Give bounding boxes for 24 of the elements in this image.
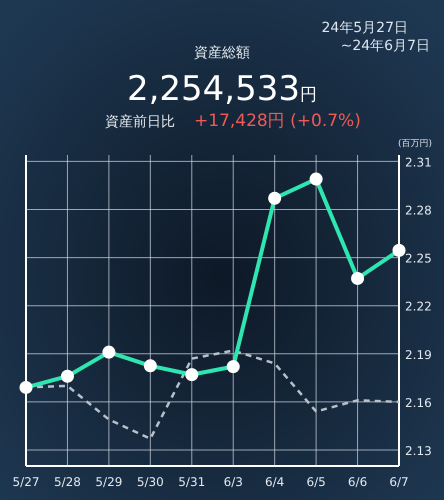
text: +17,428円 (+0.7%) — [194, 111, 361, 131]
x-tick-label: 6/7 — [389, 475, 409, 489]
x-tick-label: 5/30 — [136, 475, 164, 489]
text: 資産前日比 — [105, 114, 175, 130]
text: ~24年6月7日 — [340, 38, 430, 54]
y-tick-label: 2.13 — [405, 444, 432, 458]
x-tick-label: 5/27 — [12, 475, 40, 489]
y-tick-label: 2.16 — [405, 396, 432, 410]
y-tick-label: 2.31 — [405, 155, 432, 170]
y-tick-label: 2.22 — [405, 300, 432, 314]
x-tick-label: 5/28 — [54, 475, 81, 489]
x-tick-label: 5/31 — [178, 475, 206, 489]
text: 24年5月27日 — [321, 20, 408, 36]
x-tick-label: 6/6 — [348, 475, 368, 489]
y-axis-title: (百万円) — [398, 139, 432, 149]
y-tick-label: 2.25 — [405, 252, 432, 266]
x-tick-label: 6/5 — [306, 475, 326, 489]
y-tick-label: 2.19 — [405, 348, 432, 362]
chart-title: 資産総額 — [194, 45, 250, 61]
x-tick-label: 6/3 — [224, 475, 243, 489]
y-tick-label: 2.28 — [405, 204, 432, 218]
x-tick-label: 5/29 — [95, 475, 122, 489]
text: 2,254,533円 — [126, 69, 318, 109]
x-tick-label: 6/4 — [265, 475, 284, 489]
